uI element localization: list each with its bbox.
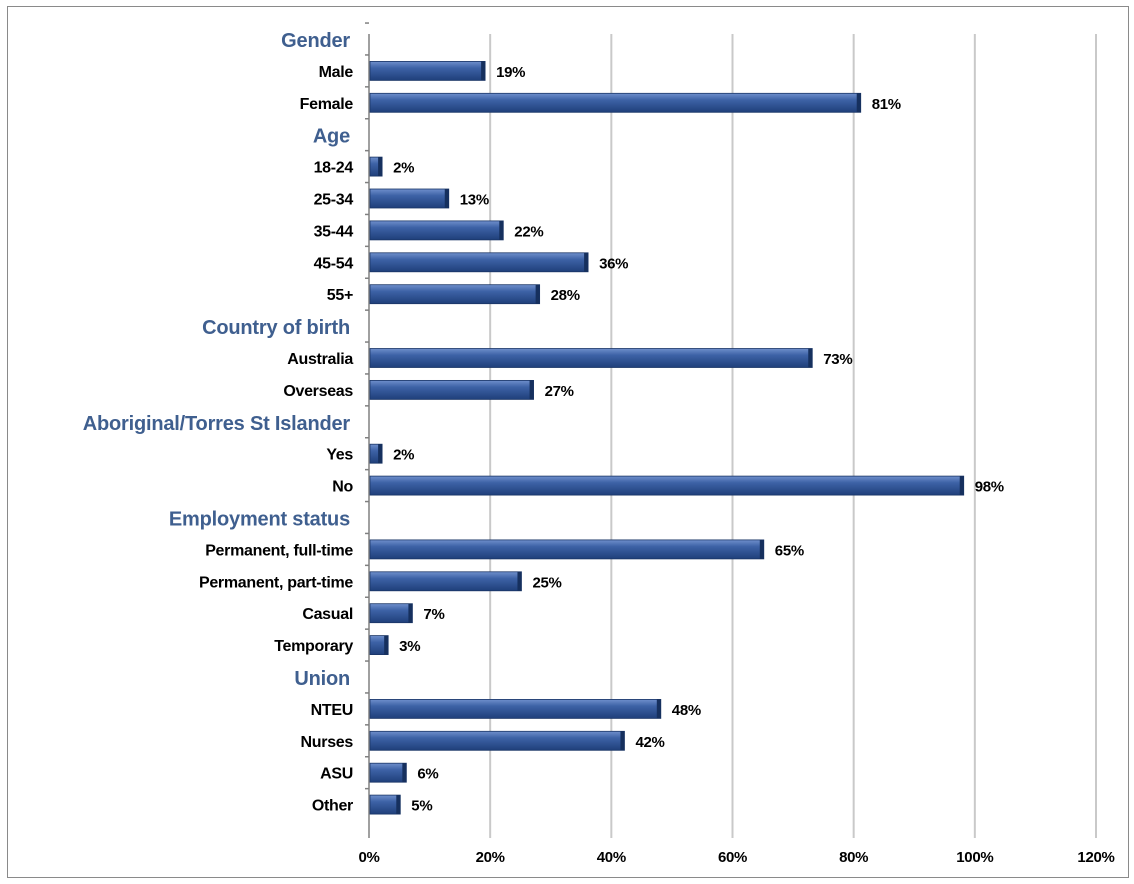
value-label: 81% <box>872 96 901 113</box>
bar-end-cap <box>584 252 589 272</box>
bar-end-cap <box>384 635 389 655</box>
value-label: 7% <box>423 606 444 623</box>
category-label: 55+ <box>327 287 353 304</box>
x-tick-label: 80% <box>839 849 868 866</box>
category-label: Casual <box>302 606 353 623</box>
bar-end-cap <box>517 571 522 591</box>
bar <box>369 699 662 719</box>
bar-end-cap <box>481 61 486 81</box>
group-heading: Age <box>313 126 350 148</box>
category-label: Temporary <box>274 638 353 655</box>
x-tick-label: 20% <box>476 849 505 866</box>
category-label: Australia <box>287 351 353 368</box>
category-label: Male <box>319 64 354 81</box>
group-heading: Union <box>294 668 350 690</box>
bar-end-cap <box>656 699 661 719</box>
value-label: 48% <box>672 702 701 719</box>
category-label: 45-54 <box>314 255 354 272</box>
bar <box>369 252 589 273</box>
bar <box>369 284 541 305</box>
bar <box>369 571 522 592</box>
category-label: 18-24 <box>314 160 354 177</box>
bar <box>369 188 450 209</box>
category-label: NTEU <box>311 702 353 719</box>
value-label: 27% <box>545 383 574 400</box>
value-label: 22% <box>514 223 543 240</box>
bar-end-cap <box>408 603 413 623</box>
value-label: 98% <box>975 479 1004 496</box>
value-label: 19% <box>496 64 525 81</box>
bar <box>369 603 413 624</box>
x-axis-ticks: 0% 20% 40% 60% 80% 100% 120% <box>358 849 1114 866</box>
bar-end-cap <box>378 444 383 464</box>
bar-end-cap <box>378 157 383 177</box>
bar <box>369 762 407 783</box>
value-label: 2% <box>393 447 414 464</box>
x-tick-label: 100% <box>956 849 993 866</box>
category-label: No <box>332 479 353 496</box>
value-label: 2% <box>393 160 414 177</box>
group-heading: Gender <box>281 30 350 52</box>
category-label: ASU <box>320 766 353 783</box>
bar <box>369 539 765 560</box>
bar-end-cap <box>535 284 540 304</box>
category-labels: Gender Male 19% Female 81% Age 18-24 2% 25-34 13%… <box>83 30 1004 815</box>
bar <box>369 61 486 81</box>
bar <box>369 220 504 241</box>
bar-end-cap <box>808 348 813 368</box>
category-label: 35-44 <box>314 223 354 240</box>
category-label: Other <box>312 798 353 815</box>
category-label: 25-34 <box>314 192 354 209</box>
value-label: 28% <box>551 287 580 304</box>
bar <box>369 348 813 368</box>
bar-end-cap <box>396 795 401 815</box>
x-tick-label: 60% <box>718 849 747 866</box>
bar-end-cap <box>620 731 625 751</box>
bar-end-cap <box>529 380 534 400</box>
bar-end-cap <box>959 476 964 496</box>
value-label: 6% <box>417 766 438 783</box>
value-label: 65% <box>775 542 804 559</box>
group-heading: Country of birth <box>202 317 350 339</box>
category-label: Yes <box>326 447 353 464</box>
bar <box>369 730 625 751</box>
value-label: 42% <box>635 734 664 751</box>
value-label: 3% <box>399 638 420 655</box>
x-tick-label: 40% <box>597 849 626 866</box>
category-label: Female <box>300 96 354 113</box>
bar <box>369 794 401 815</box>
bar-end-cap <box>856 93 861 113</box>
category-label: Nurses <box>301 734 354 751</box>
x-tick-label: 120% <box>1077 849 1114 866</box>
bar-end-cap <box>402 763 407 783</box>
category-label: Permanent, part-time <box>199 574 353 591</box>
bar-end-cap <box>444 189 449 208</box>
category-label: Permanent, full-time <box>205 542 353 559</box>
bar <box>369 379 534 400</box>
bars <box>369 61 965 815</box>
value-label: 5% <box>411 798 432 815</box>
category-label: Overseas <box>283 383 353 400</box>
value-label: 73% <box>823 351 852 368</box>
value-label: 25% <box>532 574 561 591</box>
group-heading: Aboriginal/Torres St Islander <box>83 413 351 435</box>
bar-end-cap <box>759 539 764 559</box>
value-label: 36% <box>599 255 628 272</box>
bar <box>369 475 965 496</box>
bar <box>369 92 862 113</box>
group-heading: Employment status <box>169 509 350 531</box>
x-tick-label: 0% <box>358 849 379 866</box>
value-label: 13% <box>460 192 489 209</box>
bar-end-cap <box>499 220 504 240</box>
